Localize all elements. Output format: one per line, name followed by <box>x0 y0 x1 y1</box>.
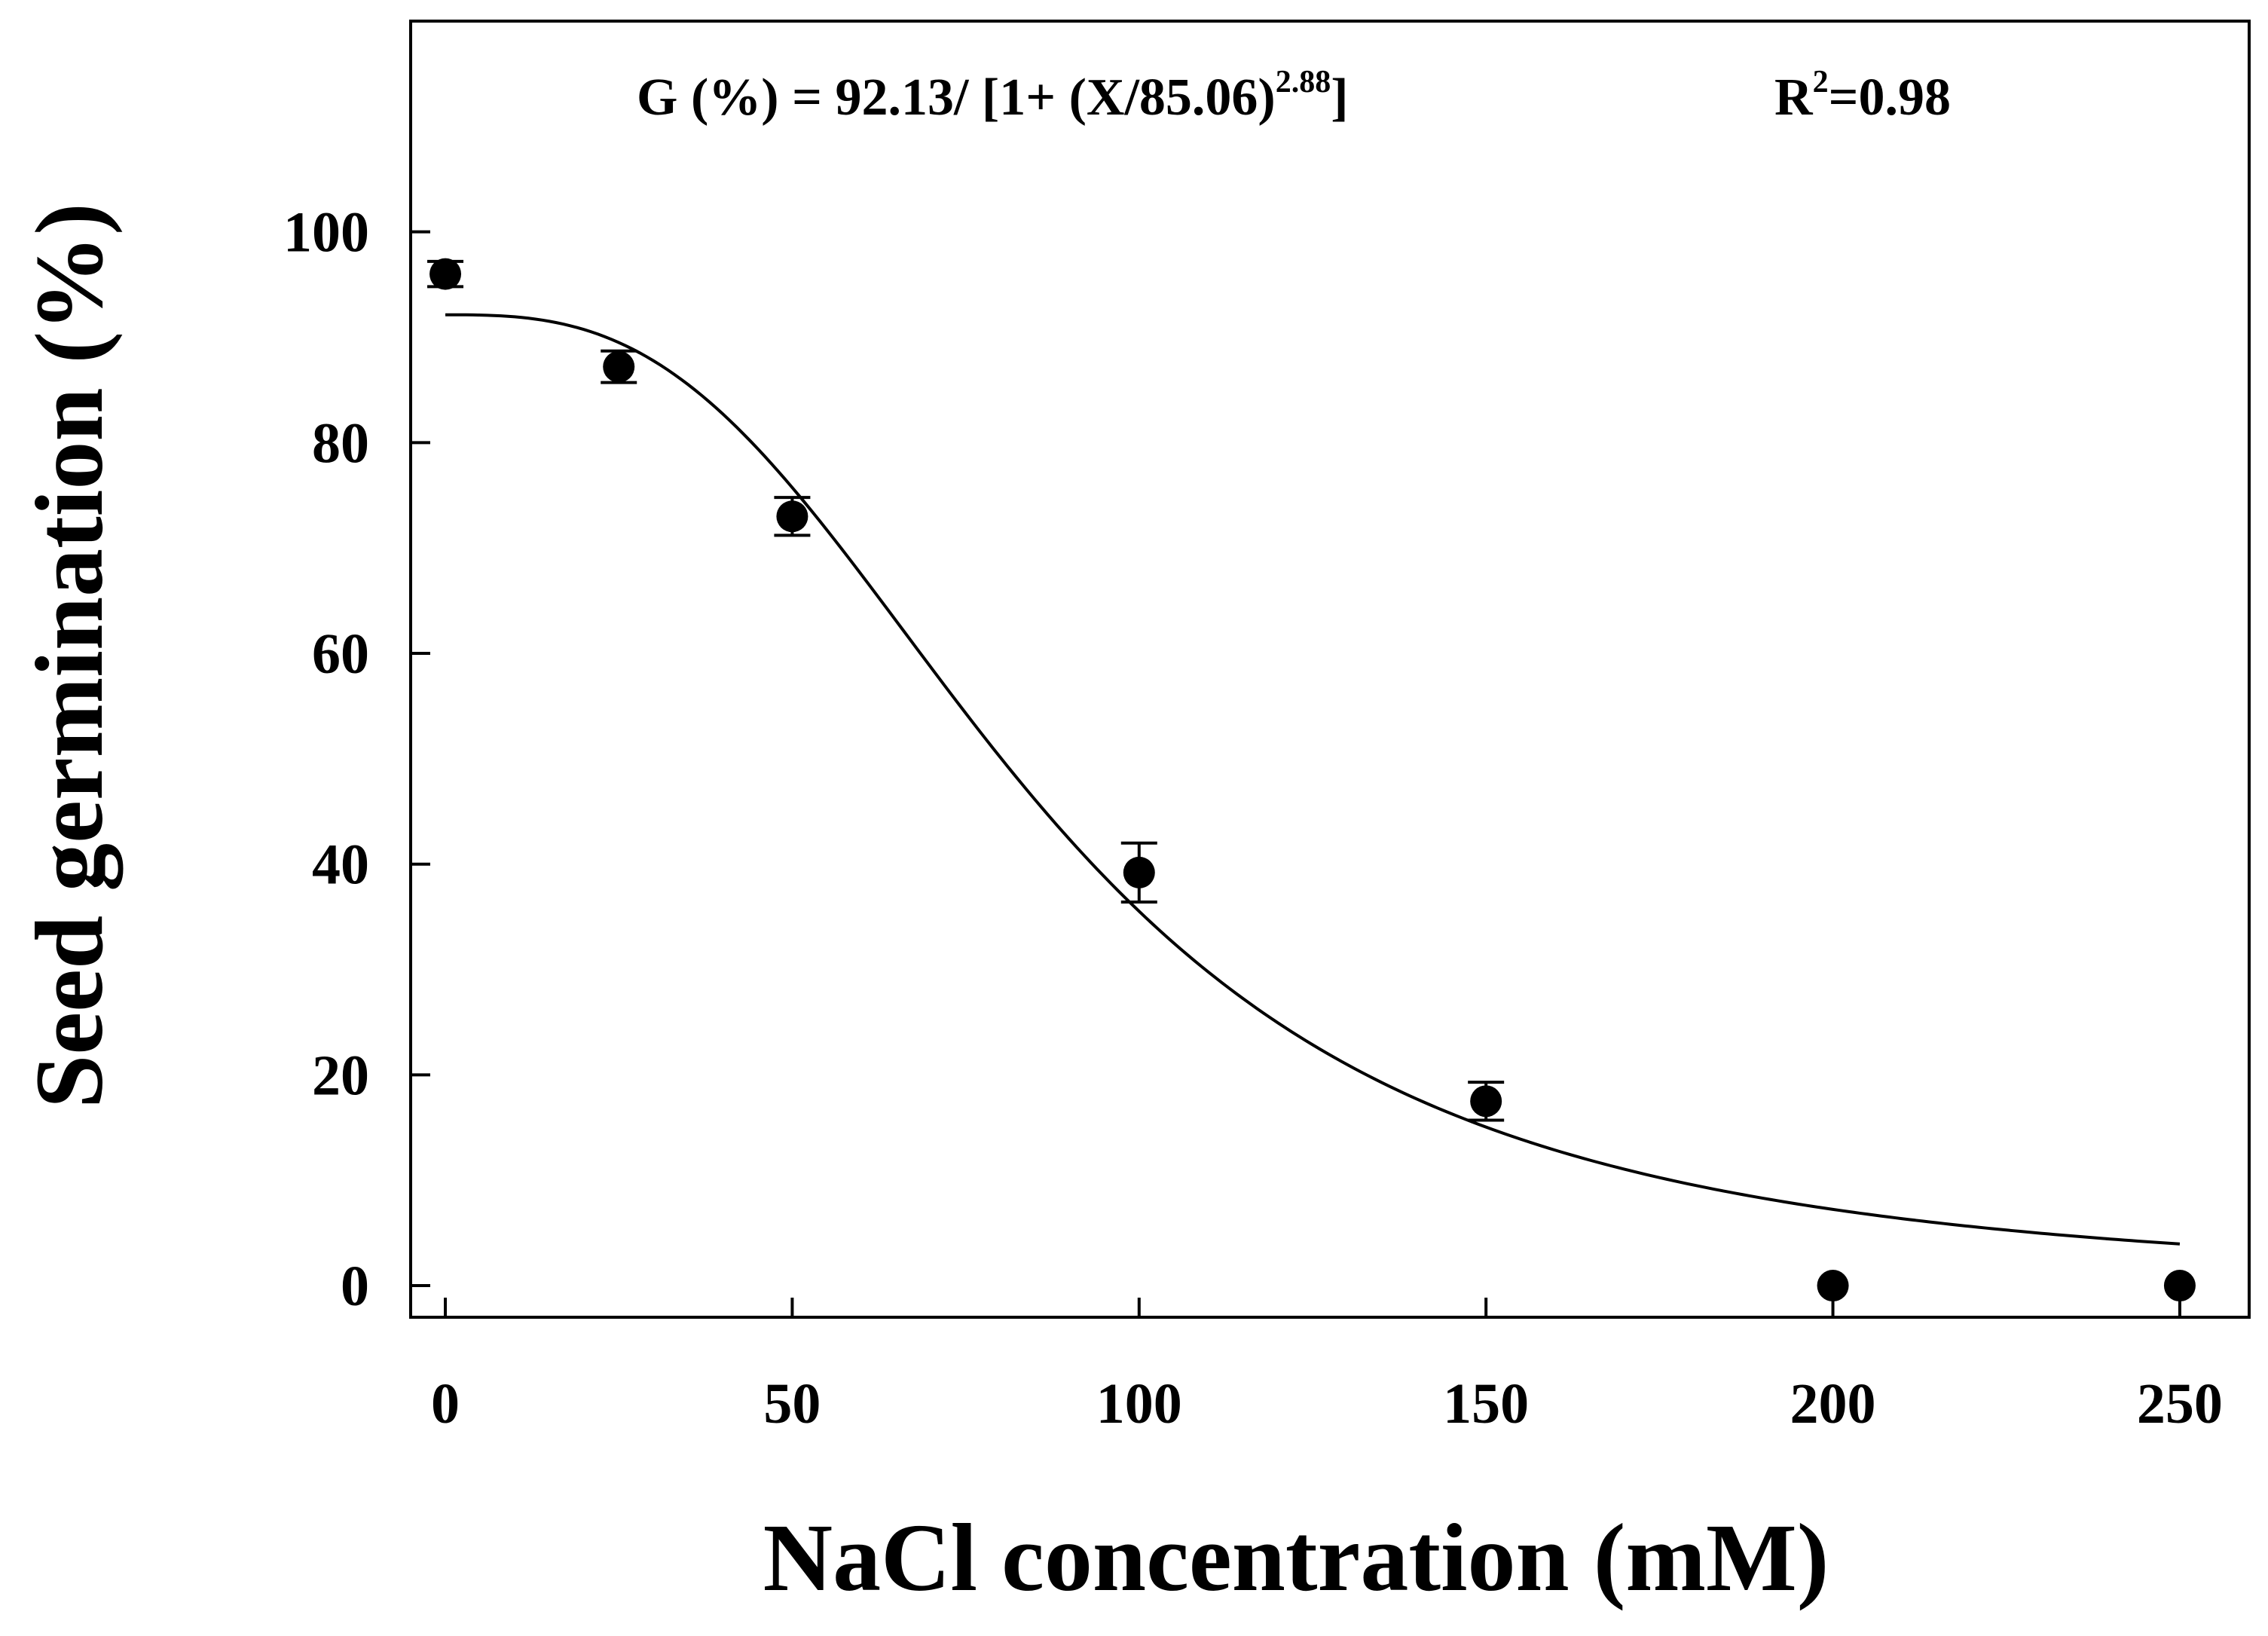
y-tick-label: 100 <box>283 201 369 265</box>
r2-exponent: 2 <box>1813 65 1829 99</box>
y-tick-label: 80 <box>312 411 369 475</box>
equation-annotation: G (%) = 92.13/ [1+ (X/85.06)2.88] <box>637 65 1349 127</box>
fit-curve <box>445 313 2181 1246</box>
r2-prefix: R <box>1774 69 1814 127</box>
y-tick-label: 40 <box>312 833 369 897</box>
x-tick-label: 100 <box>1096 1372 1182 1436</box>
x-tick-label: 250 <box>2137 1372 2223 1436</box>
y-tick-label: 20 <box>312 1044 369 1107</box>
data-point <box>1123 856 1155 888</box>
data-point <box>776 500 808 533</box>
x-tick-label: 200 <box>1790 1372 1876 1436</box>
r2-value: =0.98 <box>1829 69 1951 127</box>
y-tick-label: 0 <box>341 1255 369 1318</box>
equation-close: ] <box>1331 69 1348 127</box>
data-point <box>2163 1270 2196 1302</box>
x-tick-label: 0 <box>431 1372 460 1436</box>
r-squared-annotation: R2=0.98 <box>1774 65 1951 127</box>
data-point <box>429 258 462 290</box>
data-points <box>427 258 2196 1302</box>
x-axis-ticks: 0 50 100 150 200 250 <box>431 1298 2223 1436</box>
y-tick-label: 60 <box>312 622 369 686</box>
data-point <box>1470 1085 1502 1118</box>
x-tick-label: 50 <box>763 1372 821 1436</box>
plot-frame <box>409 20 2251 1319</box>
equation-exponent: 2.88 <box>1276 65 1331 99</box>
x-axis-title: NaCl concentration (mM) <box>763 1504 1829 1611</box>
y-axis-ticks: 0 20 40 60 80 100 <box>283 201 430 1318</box>
x-tick-label: 150 <box>1443 1372 1529 1436</box>
equation-main: G (%) = 92.13/ [1+ (X/85.06) <box>637 69 1276 127</box>
data-point <box>1817 1270 1849 1302</box>
y-axis-title: Seed germination (%) <box>16 203 123 1109</box>
data-point <box>603 350 635 383</box>
